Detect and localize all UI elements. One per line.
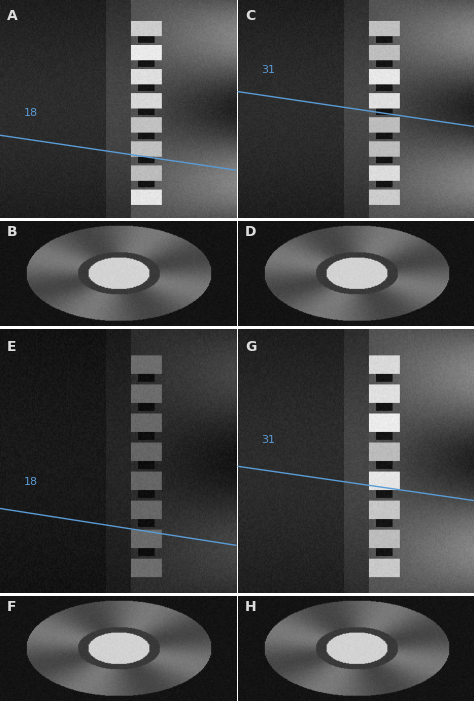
Text: B: B bbox=[7, 225, 18, 239]
Text: G: G bbox=[245, 340, 256, 354]
Text: 31: 31 bbox=[262, 435, 275, 445]
Text: F: F bbox=[7, 600, 17, 614]
Text: 18: 18 bbox=[24, 477, 38, 487]
Text: 18: 18 bbox=[24, 109, 38, 118]
Text: C: C bbox=[245, 8, 255, 22]
Text: E: E bbox=[7, 340, 17, 354]
Text: 31: 31 bbox=[262, 64, 275, 75]
Text: A: A bbox=[7, 8, 18, 22]
Text: D: D bbox=[245, 225, 256, 239]
Text: H: H bbox=[245, 600, 256, 614]
